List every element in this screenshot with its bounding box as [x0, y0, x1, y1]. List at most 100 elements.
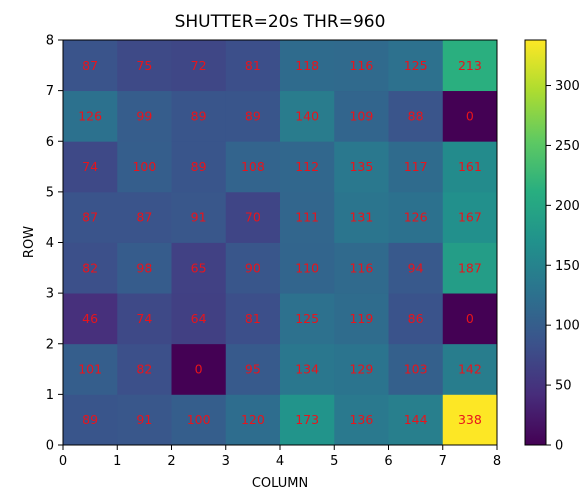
cell-label-r0-c7: 338 — [458, 412, 482, 427]
cell-label-r2-c7: 0 — [466, 311, 474, 326]
heatmap-cell-r5-c4 — [280, 141, 335, 193]
y-axis-ticks: 0 1 2 3 4 5 6 7 8 — [46, 34, 63, 454]
cell-label-r1-c6: 103 — [404, 362, 428, 377]
cell-label-r1-c1: 82 — [136, 362, 152, 377]
colorbar — [524, 39, 547, 446]
heatmap-cell-r5-c7 — [442, 141, 498, 193]
y-axis-label: ROW — [22, 226, 37, 258]
heatmap-cell-r1-c5 — [334, 343, 389, 395]
heatmap-cell-r3-c0 — [63, 242, 118, 294]
colorbar-tick-label-150: 150 — [555, 259, 580, 274]
heatmap-cell-r0-c5 — [334, 394, 389, 446]
x-tick-label-5: 5 — [330, 454, 338, 469]
cell-label-r5-c0: 74 — [82, 159, 98, 174]
heatmap-cell-r2-c0 — [63, 293, 118, 345]
heatmap-cell-r0-c0 — [63, 394, 118, 446]
heatmap-cell-r6-c5 — [334, 90, 389, 142]
cell-label-r3-c6: 94 — [408, 260, 424, 275]
cell-label-r5-c7: 161 — [458, 159, 482, 174]
cell-label-r7-c1: 75 — [136, 58, 152, 73]
colorbar-tick-label-0: 0 — [555, 439, 563, 454]
cell-label-r2-c4: 125 — [295, 311, 319, 326]
heatmap-cell-r2-c4 — [280, 293, 335, 345]
cell-label-r6-c7: 0 — [466, 108, 474, 123]
heatmap-cell-r2-c7 — [442, 293, 498, 345]
cell-label-r1-c2: 0 — [195, 362, 203, 377]
cell-label-r4-c5: 131 — [349, 210, 373, 225]
heatmap-cell-r0-c1 — [117, 394, 172, 446]
cell-label-r1-c4: 134 — [295, 362, 319, 377]
cell-label-r0-c1: 91 — [136, 412, 152, 427]
cell-label-r3-c2: 65 — [191, 260, 207, 275]
cell-label-r7-c2: 72 — [191, 58, 207, 73]
cell-label-r5-c6: 117 — [404, 159, 428, 174]
cell-label-r4-c0: 87 — [82, 210, 98, 225]
colorbar-tick-label-200: 200 — [555, 199, 580, 214]
heatmap-cell-r5-c5 — [334, 141, 389, 193]
cell-label-r6-c1: 99 — [136, 108, 152, 123]
x-axis-ticks: 0 1 2 3 4 5 6 7 8 — [59, 445, 501, 469]
cell-label-r4-c4: 111 — [295, 210, 319, 225]
x-tick-label-4: 4 — [276, 454, 284, 469]
y-tick-label-6: 6 — [46, 135, 54, 150]
y-tick-label-1: 1 — [46, 388, 54, 403]
y-tick-label-8: 8 — [46, 34, 54, 49]
cell-label-r5-c4: 112 — [295, 159, 319, 174]
heatmap-cell-r4-c2 — [171, 191, 227, 243]
cell-label-r6-c5: 109 — [349, 108, 373, 123]
heatmap-cell-r1-c7 — [442, 343, 498, 395]
cell-label-r7-c5: 116 — [349, 58, 373, 73]
heatmap-cell-r0-c7 — [442, 394, 498, 446]
colorbar-tick-label-300: 300 — [555, 79, 580, 94]
heatmap-cell-r4-c4 — [280, 191, 335, 243]
cell-label-r5-c3: 108 — [241, 159, 265, 174]
cell-label-r6-c2: 89 — [191, 108, 207, 123]
cell-label-r0-c3: 120 — [241, 412, 265, 427]
heatmap-cell-r5-c6 — [388, 141, 444, 193]
cell-label-r0-c4: 173 — [295, 412, 319, 427]
cell-label-r0-c2: 100 — [187, 412, 211, 427]
heatmap-cell-r6-c0 — [63, 90, 118, 142]
cell-label-r2-c6: 86 — [408, 311, 424, 326]
heatmap-cell-r4-c1 — [117, 191, 172, 243]
heatmap-cell-r1-c1 — [117, 343, 172, 395]
heatmap-cell-r4-c3 — [225, 191, 281, 243]
cell-label-r7-c7: 213 — [458, 58, 482, 73]
heatmap-cell-r3-c5 — [334, 242, 389, 294]
cell-label-r7-c4: 118 — [295, 58, 319, 73]
cell-label-r2-c3: 81 — [245, 311, 261, 326]
heatmap-cell-r3-c6 — [388, 242, 444, 294]
heatmap-cell-r2-c3 — [225, 293, 281, 345]
heatmap-cell-r6-c7 — [442, 90, 498, 142]
heatmap-cell-r4-c5 — [334, 191, 389, 243]
heatmap-cell-r6-c4 — [280, 90, 335, 142]
cell-label-r1-c0: 101 — [78, 362, 102, 377]
cell-label-r3-c5: 116 — [349, 260, 373, 275]
chart-title: SHUTTER=20s THR=960 — [175, 12, 386, 32]
heatmap-cell-r5-c3 — [225, 141, 281, 193]
heatmap-cells — [63, 40, 498, 446]
heatmap-cell-r1-c2 — [171, 343, 227, 395]
cell-label-r6-c3: 89 — [245, 108, 261, 123]
cell-label-r2-c2: 64 — [191, 311, 207, 326]
colorbar-tick-label-100: 100 — [555, 319, 580, 334]
heatmap-cell-r7-c1 — [117, 40, 172, 92]
cell-label-r3-c1: 98 — [136, 260, 152, 275]
cell-label-r6-c4: 140 — [295, 108, 319, 123]
cell-label-r7-c6: 125 — [404, 58, 428, 73]
heatmap-cell-r7-c2 — [171, 40, 227, 92]
heatmap-cell-r7-c7 — [442, 40, 498, 92]
colorbar-tick-label-50: 50 — [555, 379, 572, 394]
x-axis-label: COLUMN — [252, 476, 308, 491]
heatmap-cell-r3-c2 — [171, 242, 227, 294]
cell-label-r2-c1: 74 — [136, 311, 152, 326]
colorbar-ticks: 0 50 100 150 200 250 300 — [546, 79, 580, 454]
heatmap-cell-r3-c4 — [280, 242, 335, 294]
cell-label-r3-c7: 187 — [458, 260, 482, 275]
heatmap-cell-r0-c3 — [225, 394, 281, 446]
y-tick-label-0: 0 — [46, 439, 54, 454]
cell-label-r3-c0: 82 — [82, 260, 98, 275]
cell-labels: 89 91 100 120 173 136 144 338 101 82 0 95 134 129 103 1… — [78, 58, 482, 427]
heatmap-cell-r0-c2 — [171, 394, 227, 446]
